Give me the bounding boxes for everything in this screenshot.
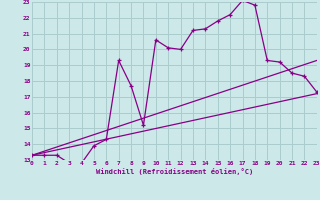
X-axis label: Windchill (Refroidissement éolien,°C): Windchill (Refroidissement éolien,°C): [96, 168, 253, 175]
